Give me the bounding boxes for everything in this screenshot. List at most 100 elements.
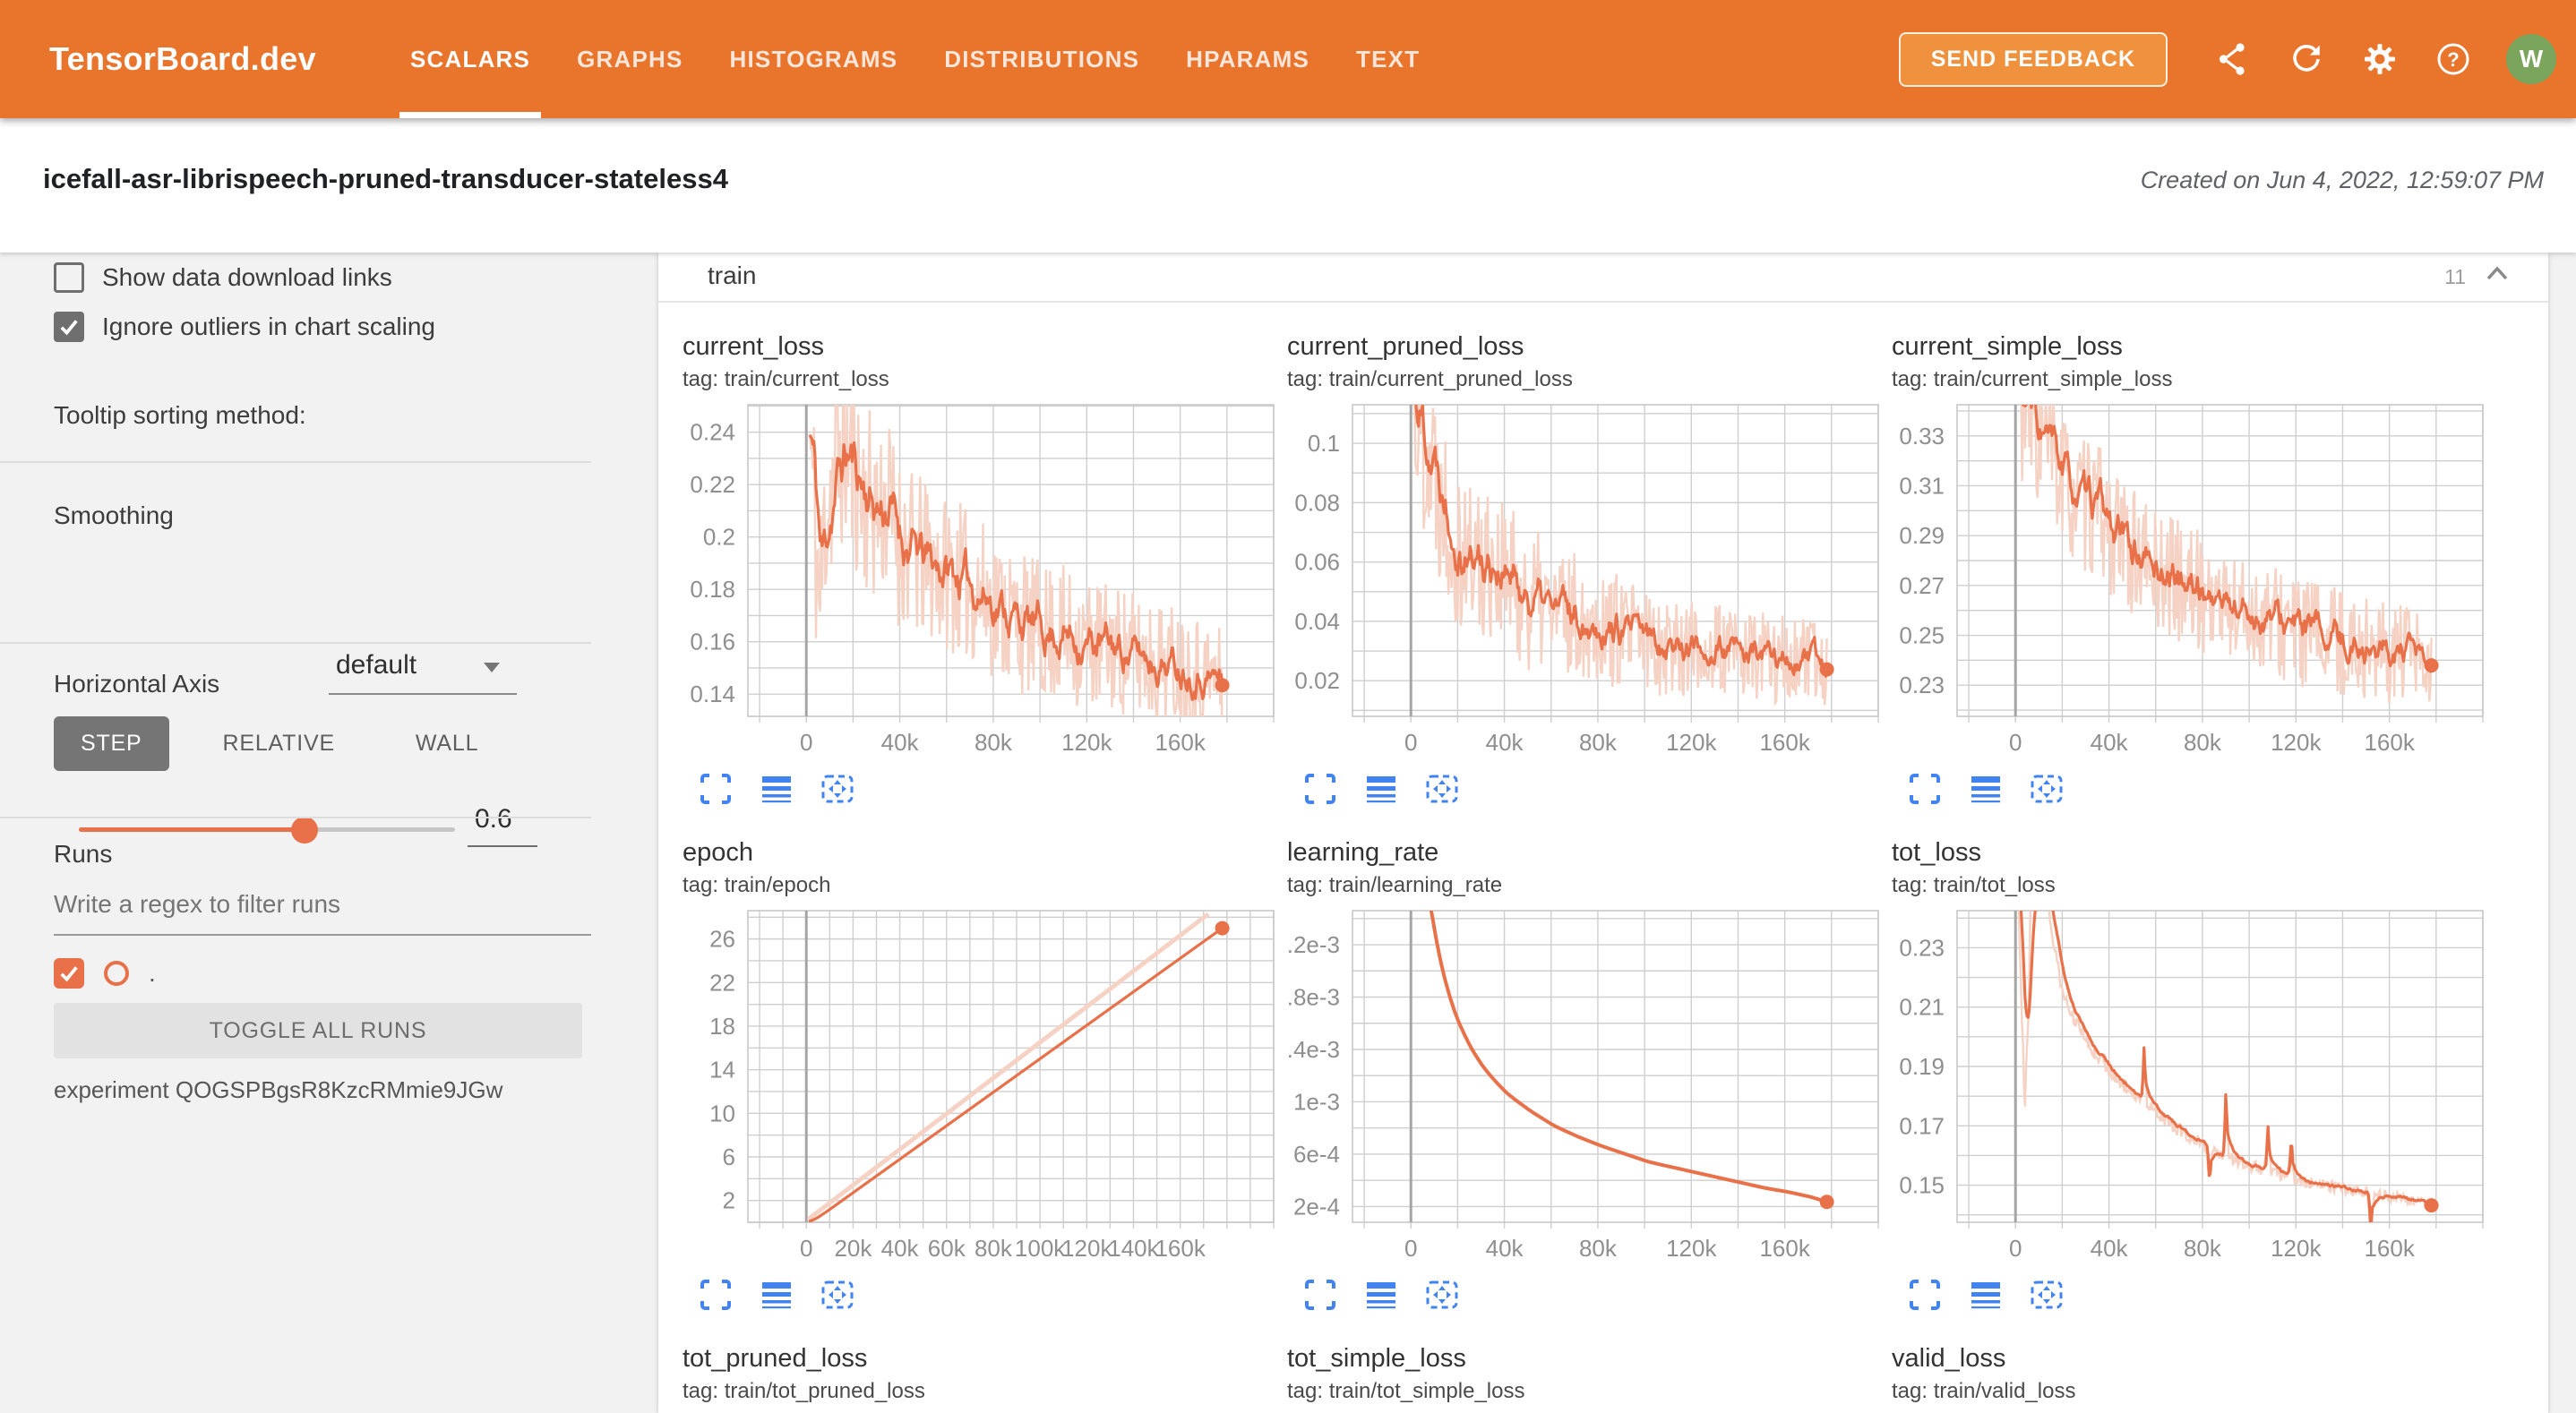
line-weight-icon[interactable]	[1361, 768, 1402, 809]
svg-text:80k: 80k	[975, 729, 1013, 756]
help-icon[interactable]: ?	[2433, 39, 2474, 80]
section-title: train	[708, 261, 757, 289]
chart-card-tot_simple_loss: tot_simple_loss tag: train/tot_simple_los…	[1287, 1343, 1889, 1413]
svg-text:160k: 160k	[1759, 1235, 1810, 1262]
svg-text:1.8e-3: 1.8e-3	[1287, 984, 1340, 1011]
line-weight-icon[interactable]	[756, 1274, 797, 1315]
chart-plot[interactable]: 0.14 0.16 0.18 0.2 0.22 0.24 0 40k 80k 120k 160k	[683, 396, 1284, 766]
expand-icon[interactable]	[695, 768, 736, 809]
svg-text:10: 10	[709, 1100, 735, 1126]
slider-thumb[interactable]	[291, 817, 318, 844]
svg-text:120k: 120k	[2271, 729, 2322, 756]
expand-icon[interactable]	[1904, 768, 1945, 809]
chart-tag: tag: train/epoch	[683, 873, 831, 897]
fit-domain-icon[interactable]	[817, 768, 858, 809]
experiment-id-label: experiment QOGSPBgsR8KzcRMmie9JGw	[54, 1076, 503, 1103]
expand-icon[interactable]	[1300, 1274, 1341, 1315]
run-name: .	[149, 959, 156, 987]
chart-plot[interactable]: 2 6 10 14 18 22 26 0 20k 40k 60k 80k 100k 120k 140k 160…	[683, 902, 1284, 1272]
svg-text:80k: 80k	[1579, 1235, 1618, 1262]
tab-hparams[interactable]: HPARAMS	[1186, 45, 1310, 73]
fit-domain-icon[interactable]	[1421, 1274, 1463, 1315]
run-checkbox-checked-icon[interactable]	[54, 958, 84, 989]
chart-card-current_simple_loss: current_simple_loss tag: train/current_si…	[1892, 331, 2494, 819]
svg-text:160k: 160k	[2364, 729, 2415, 756]
show-download-links-label: Show data download links	[102, 263, 392, 291]
axis-option-step[interactable]: STEP	[54, 716, 169, 771]
expand-icon[interactable]	[1300, 768, 1341, 809]
chart-title: current_loss	[683, 332, 824, 361]
refresh-icon[interactable]	[2286, 39, 2327, 80]
show-download-links-checkbox[interactable]: Show data download links	[54, 262, 392, 293]
fit-domain-icon[interactable]	[2026, 768, 2067, 809]
smoothing-value[interactable]: 0.6	[475, 804, 512, 834]
settings-icon[interactable]	[2359, 39, 2400, 80]
runs-filter-input[interactable]	[54, 890, 591, 919]
chart-title: current_pruned_loss	[1287, 332, 1524, 361]
share-icon[interactable]	[2212, 39, 2254, 80]
chevron-down-icon[interactable]	[484, 663, 500, 672]
svg-text:0.23: 0.23	[1899, 934, 1945, 961]
svg-text:0.31: 0.31	[1899, 472, 1945, 499]
tooltip-sorting-select[interactable]: default	[336, 650, 417, 680]
chart-tag: tag: train/tot_simple_loss	[1287, 1379, 1525, 1403]
svg-text:0.29: 0.29	[1899, 522, 1945, 549]
expand-icon[interactable]	[1904, 1274, 1945, 1315]
svg-text:60k: 60k	[928, 1235, 966, 1262]
chart-actions	[1904, 1274, 2067, 1315]
svg-text:120k: 120k	[1666, 729, 1717, 756]
axis-option-wall[interactable]: WALL	[389, 716, 505, 771]
chart-actions	[1300, 768, 1463, 809]
svg-text:80k: 80k	[1579, 729, 1618, 756]
chart-actions	[695, 1274, 858, 1315]
fit-domain-icon[interactable]	[1421, 768, 1463, 809]
svg-text:40k: 40k	[881, 1235, 920, 1262]
chart-actions	[1904, 768, 2067, 809]
svg-text:0.02: 0.02	[1294, 667, 1340, 694]
experiment-header: icefall-asr-librispeech-pruned-transduce…	[0, 118, 2576, 253]
ignore-outliers-checkbox[interactable]: Ignore outliers in chart scaling	[54, 312, 435, 342]
toggle-all-runs-button[interactable]: TOGGLE ALL RUNS	[54, 1003, 582, 1058]
fit-domain-icon[interactable]	[2026, 1274, 2067, 1315]
line-weight-icon[interactable]	[1965, 1274, 2006, 1315]
page-title: icefall-asr-librispeech-pruned-transduce…	[43, 163, 728, 194]
svg-text:0.04: 0.04	[1294, 608, 1340, 635]
svg-text:80k: 80k	[2184, 1235, 2222, 1262]
chart-title: epoch	[683, 838, 754, 867]
line-weight-icon[interactable]	[1361, 1274, 1402, 1315]
chart-plot[interactable]: 0.15 0.17 0.19 0.21 0.23 0 40k 80k 120k 160k	[1892, 902, 2494, 1272]
smoothing-slider[interactable]	[79, 817, 455, 844]
svg-text:14: 14	[709, 1057, 735, 1083]
run-color-circle-icon[interactable]	[104, 961, 129, 986]
checkbox-checked-icon[interactable]	[54, 312, 84, 342]
axis-option-relative[interactable]: RELATIVE	[196, 716, 362, 771]
checkbox-unchecked-icon[interactable]	[54, 262, 84, 293]
line-weight-icon[interactable]	[1965, 768, 2006, 809]
section-chart-count: 11	[2444, 265, 2466, 288]
line-weight-icon[interactable]	[756, 768, 797, 809]
chevron-up-icon[interactable]	[2484, 263, 2511, 289]
chart-card-epoch: epoch tag: train/epoch 2 6 10 14 18 22 26 0 20k 40k…	[683, 837, 1284, 1325]
tab-scalars[interactable]: SCALARS	[387, 0, 554, 118]
fit-domain-icon[interactable]	[817, 1274, 858, 1315]
svg-text:0: 0	[800, 1235, 812, 1262]
tab-graphs[interactable]: GRAPHS	[577, 45, 683, 73]
send-feedback-button[interactable]: SEND FEEDBACK	[1898, 31, 2168, 87]
horizontal-axis-label: Horizontal Axis	[54, 670, 220, 698]
train-section-header[interactable]: train 11	[658, 253, 2548, 301]
chart-plot[interactable]: 2e-4 6e-4 1e-3 1.4e-3 1.8e-3 2.2e-3 0 40k 80k 120…	[1274, 902, 1889, 1272]
chart-plot[interactable]: 0.23 0.25 0.27 0.29 0.31 0.33 0 40k 80k 120k 160k	[1892, 396, 2494, 766]
svg-text:40k: 40k	[1486, 1235, 1524, 1262]
expand-icon[interactable]	[695, 1274, 736, 1315]
svg-text:160k: 160k	[1155, 729, 1206, 756]
svg-text:0.25: 0.25	[1899, 622, 1945, 649]
chart-plot[interactable]: 0.02 0.04 0.06 0.08 0.1 0 40k 80k 120k 160k	[1287, 396, 1889, 766]
svg-text:160k: 160k	[1759, 729, 1810, 756]
divider	[0, 461, 591, 463]
run-list-item[interactable]: .	[54, 958, 156, 989]
avatar[interactable]: W	[2506, 34, 2556, 84]
tab-histograms[interactable]: HISTOGRAMS	[729, 45, 898, 73]
tab-distributions[interactable]: DISTRIBUTIONS	[944, 45, 1140, 73]
tab-text[interactable]: TEXT	[1356, 45, 1421, 73]
navbar: TensorBoard.dev SCALARS GRAPHS HISTOGRAMS D…	[0, 0, 2576, 118]
